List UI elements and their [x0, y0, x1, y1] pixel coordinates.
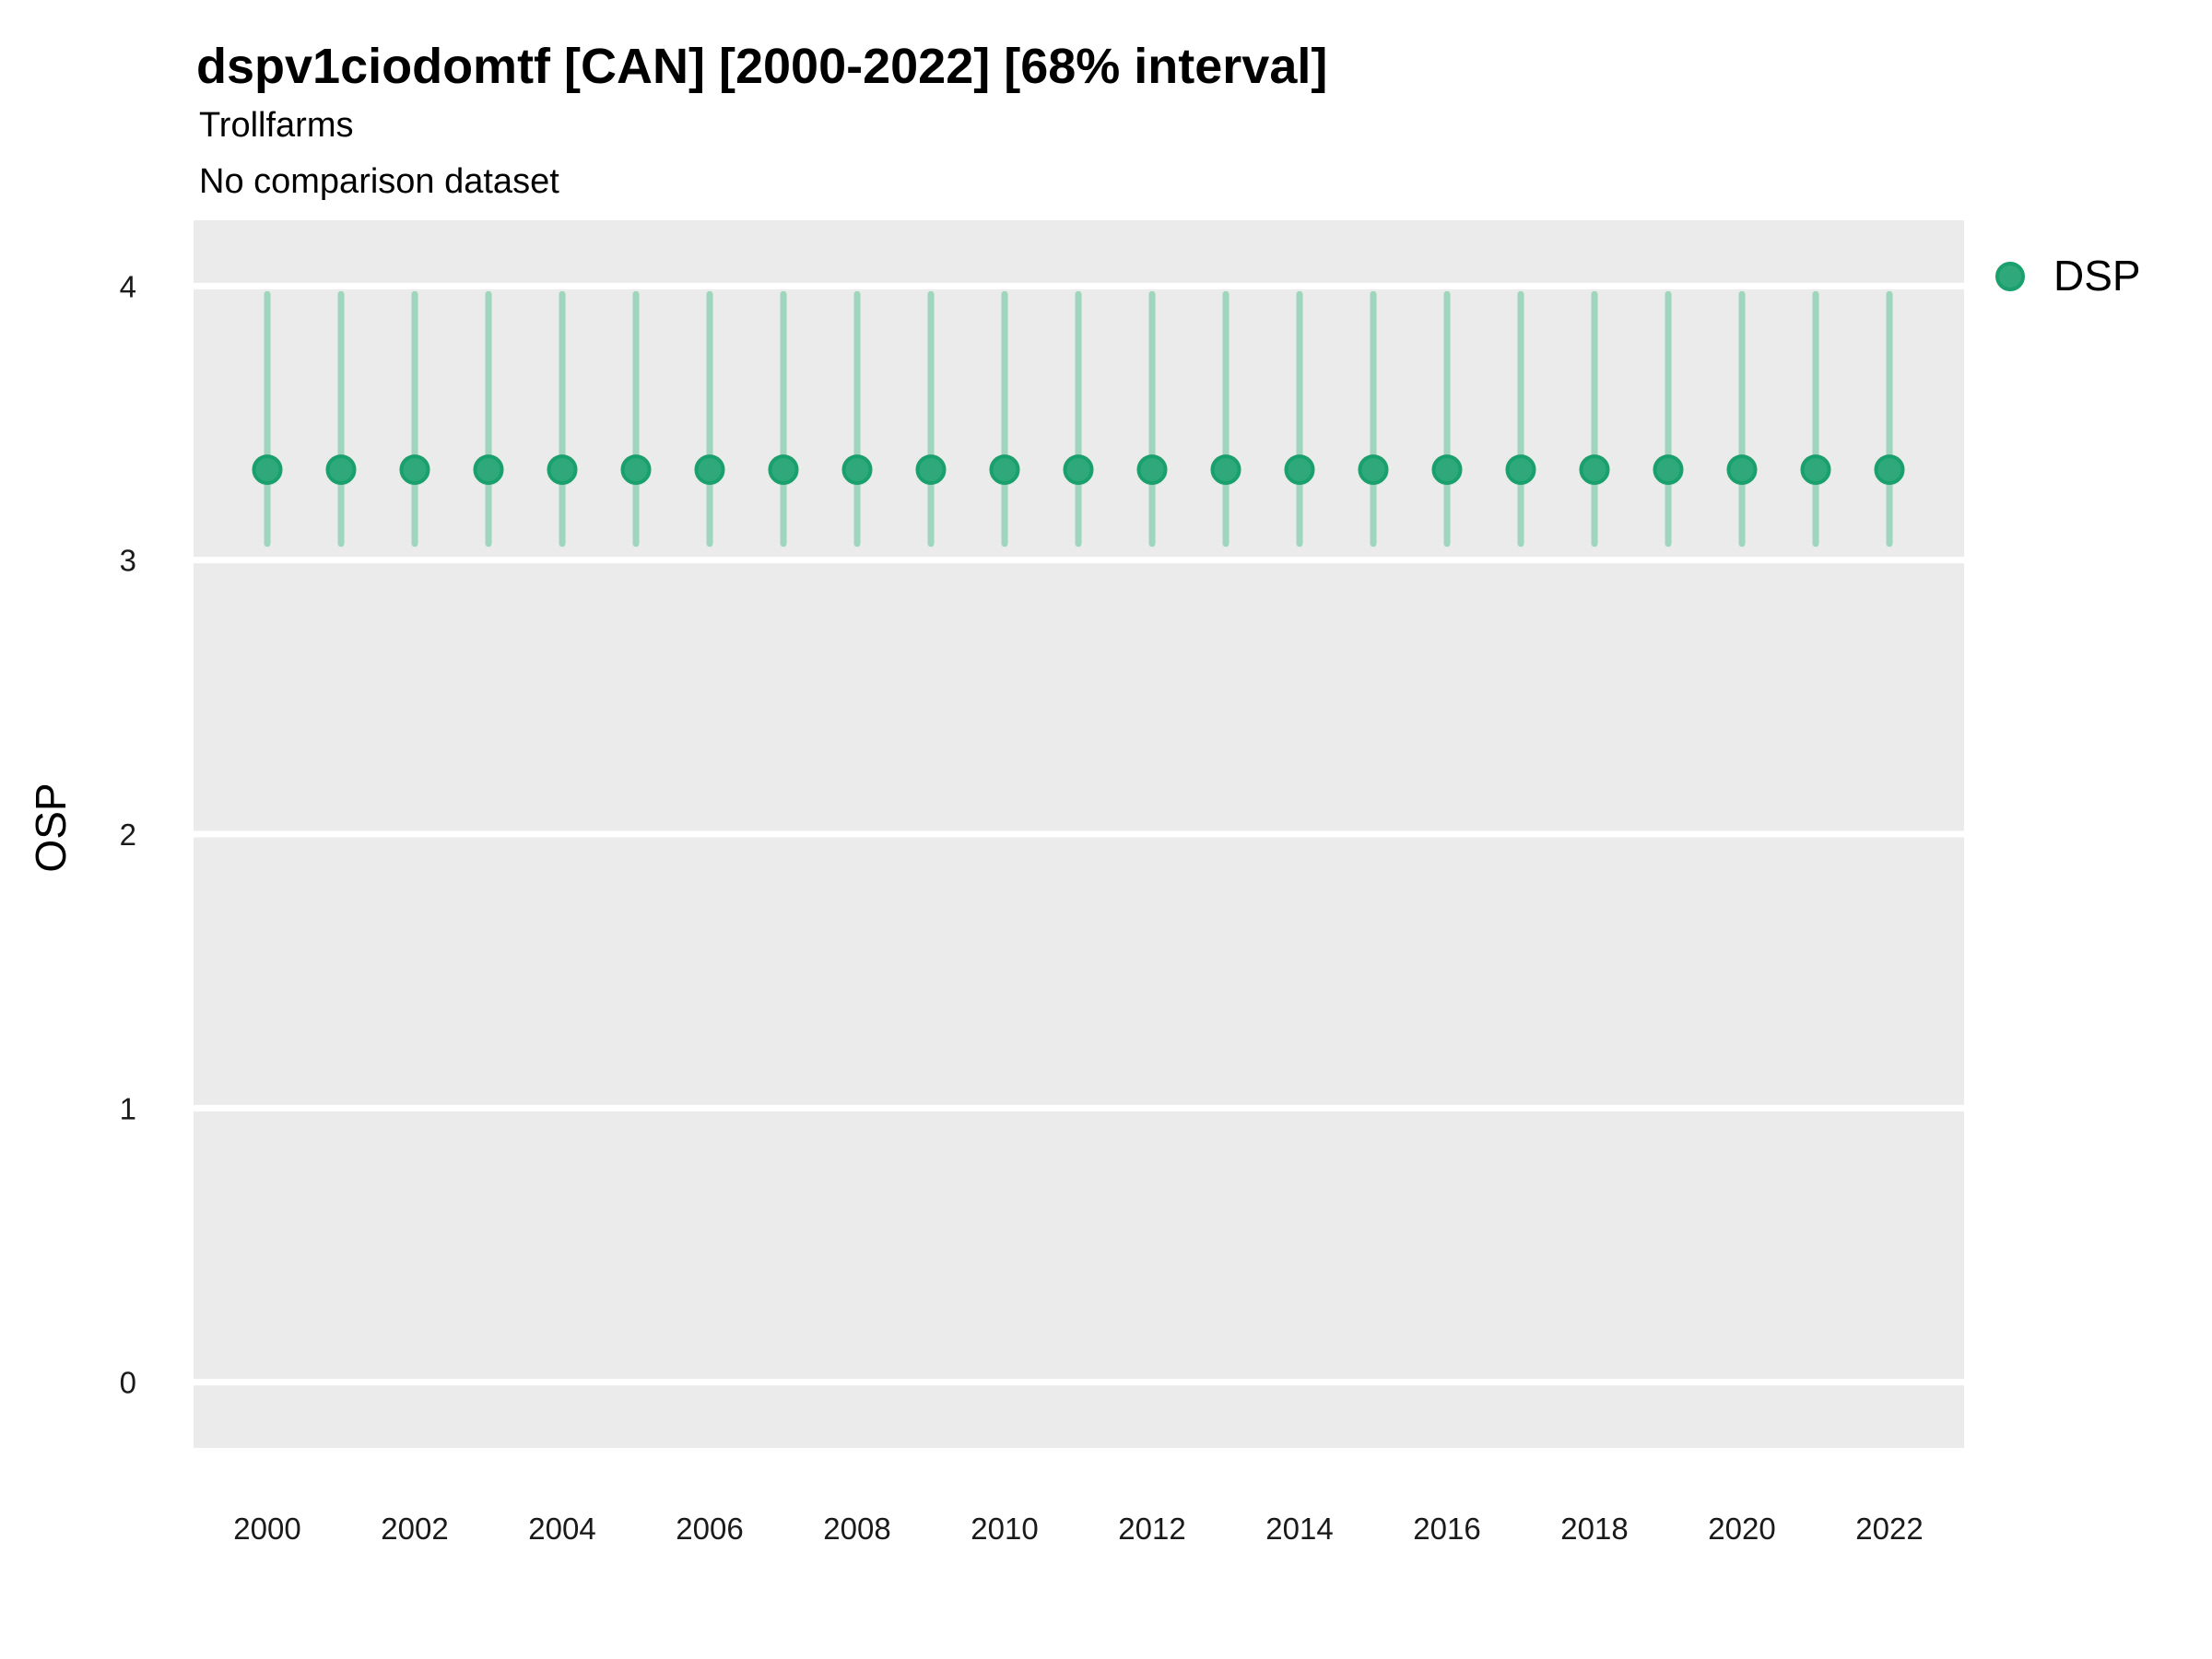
chart-title: dspv1ciodomtf [CAN] [2000-2022] [68% int… — [196, 39, 1328, 94]
y-axis-title: OSP — [27, 782, 75, 873]
y-tick-label-4: 4 — [120, 269, 136, 303]
x-tick-label-2000: 2000 — [233, 1512, 300, 1546]
x-tick-label-2014: 2014 — [1265, 1512, 1333, 1546]
y-tick-label-1: 1 — [120, 1091, 136, 1125]
x-tick-label-2006: 2006 — [676, 1512, 743, 1546]
x-tick-label-2012: 2012 — [1118, 1512, 1185, 1546]
y-tick-label-0: 0 — [120, 1366, 136, 1400]
data-point-2008 — [841, 454, 873, 486]
x-tick-label-2010: 2010 — [971, 1512, 1038, 1546]
data-point-2020 — [1726, 454, 1758, 486]
data-point-2001 — [325, 454, 357, 486]
x-tick-label-2008: 2008 — [823, 1512, 890, 1546]
x-tick-label-2022: 2022 — [1855, 1512, 1923, 1546]
data-point-2012 — [1136, 454, 1168, 486]
data-point-2018 — [1579, 454, 1610, 486]
data-point-2011 — [1063, 454, 1094, 486]
data-point-2009 — [915, 454, 947, 486]
data-point-2016 — [1431, 454, 1463, 486]
data-point-2014 — [1284, 454, 1315, 486]
data-point-2013 — [1210, 454, 1241, 486]
x-tick-label-2016: 2016 — [1413, 1512, 1480, 1546]
y-tick-label-2: 2 — [120, 818, 136, 852]
data-point-2021 — [1800, 454, 1831, 486]
data-point-2019 — [1653, 454, 1684, 486]
data-point-2022 — [1874, 454, 1905, 486]
data-point-2004 — [547, 454, 578, 486]
data-point-2002 — [399, 454, 430, 486]
x-tick-label-2020: 2020 — [1708, 1512, 1775, 1546]
data-point-2010 — [989, 454, 1020, 486]
chart-subtitle: Trollfarms — [199, 106, 354, 145]
data-point-2005 — [620, 454, 652, 486]
x-tick-label-2002: 2002 — [381, 1512, 448, 1546]
data-point-2017 — [1505, 454, 1536, 486]
data-point-2006 — [694, 454, 725, 486]
x-tick-label-2004: 2004 — [528, 1512, 595, 1546]
data-point-2003 — [473, 454, 504, 486]
legend-dsp-dot — [1995, 262, 2025, 291]
x-tick-label-2018: 2018 — [1560, 1512, 1628, 1546]
data-point-2000 — [252, 454, 283, 486]
legend-dsp-label: DSP — [2053, 252, 2141, 300]
data-point-2015 — [1358, 454, 1389, 486]
comparison-note: No comparison dataset — [199, 162, 559, 201]
data-point-2007 — [768, 454, 799, 486]
y-tick-label-3: 3 — [120, 544, 136, 578]
